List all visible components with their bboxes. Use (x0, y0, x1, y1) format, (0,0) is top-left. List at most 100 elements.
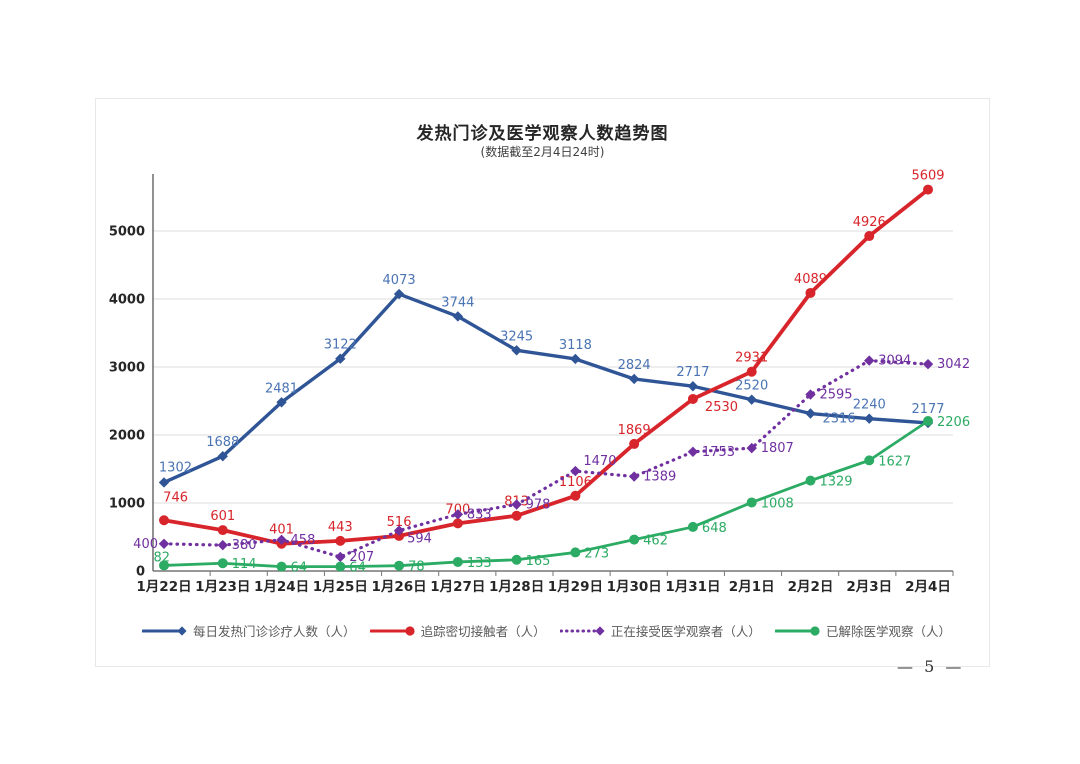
x-tick-label: 2月3日 (846, 579, 892, 595)
data-point-marker (217, 558, 228, 569)
data-point-marker (452, 556, 463, 567)
legend-label: 正在接受医学观察者（人） (610, 624, 761, 639)
trend-line-chart: 0 1000 2000 3000 4000 5000 1月22日 1月23日 1月24日 1月25… (109, 169, 970, 595)
data-point-label: 2931 (735, 351, 768, 366)
data-point-marker (335, 551, 346, 563)
series-daily-fever-clinic-visits: 1302 1688 2481 3122 4073 3744 3245 3118 2824 2717… (158, 273, 945, 488)
data-point-label: 833 (467, 507, 492, 522)
data-point-marker (570, 547, 581, 558)
data-point-label: 114 (232, 557, 257, 572)
data-point-marker (687, 393, 698, 404)
data-point-label: 746 (163, 490, 188, 505)
data-point-label: 133 (467, 556, 492, 571)
data-point-label: 1329 (819, 475, 852, 490)
data-point-label: 3042 (937, 357, 970, 372)
data-point-label: 380 (232, 538, 257, 553)
series-close-contacts-traced: 7466014014435167008131106186925302931408… (159, 169, 945, 549)
legend-marker (405, 625, 415, 636)
legend-item-close-contacts-traced: 追踪密切接触者（人） (369, 621, 546, 640)
y-tick-label: 0 (136, 565, 145, 580)
data-point-marker (276, 397, 287, 408)
data-point-marker (511, 510, 522, 521)
x-tick-label: 1月29日 (548, 579, 603, 595)
data-point-marker (159, 560, 169, 571)
data-point-marker (394, 530, 405, 541)
data-point-marker (805, 389, 816, 400)
data-point-label: 1106 (559, 475, 592, 490)
data-point-marker (922, 358, 934, 370)
data-point-marker (746, 442, 757, 454)
data-point-marker (217, 525, 228, 536)
data-point-label: 2530 (705, 400, 738, 415)
legend-marker (595, 625, 605, 636)
data-point-label: 2481 (265, 381, 298, 396)
data-point-label: 3094 (878, 354, 911, 369)
data-point-label: 1753 (702, 445, 735, 460)
data-point-marker (335, 561, 346, 572)
data-point-label: 443 (328, 520, 353, 535)
x-tick-label: 1月30日 (607, 579, 662, 595)
x-tick-label: 2月4日 (905, 579, 951, 595)
data-point-marker (687, 446, 699, 457)
data-point-label: 516 (387, 515, 412, 530)
y-tick-label: 4000 (109, 293, 145, 308)
data-point-label: 4926 (853, 215, 886, 230)
data-point-marker (805, 408, 816, 419)
legend-line-sample-close-contacts-traced (369, 625, 415, 636)
data-point-marker (335, 353, 346, 364)
x-tick-label: 1月24日 (254, 579, 309, 595)
data-point-label: 1389 (643, 470, 676, 485)
data-point-marker (864, 355, 875, 366)
data-point-marker (159, 515, 169, 526)
x-tick-label: 1月23日 (195, 579, 250, 595)
data-point-marker (746, 394, 757, 405)
data-point-marker (570, 490, 581, 501)
y-tick-label: 5000 (109, 225, 145, 240)
legend-line-sample-under-medical-observation (559, 625, 605, 636)
data-point-label: 458 (291, 533, 316, 548)
x-tick-label: 2月1日 (729, 579, 775, 595)
data-point-label: 207 (349, 550, 374, 565)
data-point-label: 2520 (735, 379, 768, 394)
data-point-label: 1470 (583, 454, 616, 469)
data-point-marker (923, 184, 934, 195)
data-point-marker (570, 465, 581, 477)
data-point-label: 2206 (937, 415, 970, 430)
data-point-label: 64 (291, 561, 308, 576)
chart-legend: 每日发热门诊诊疗人数（人） 追踪密切接触者（人） 正在接受医学观察者（人） 已解除医学… (142, 621, 951, 640)
data-point-label: 3118 (559, 338, 592, 353)
series-line-released-from-observation (162, 419, 930, 569)
data-point-marker (452, 509, 464, 520)
series-line-under-medical-observation (162, 359, 930, 559)
data-point-marker (511, 554, 522, 565)
legend-marker (810, 625, 820, 636)
data-point-label: 401 (269, 523, 294, 538)
data-point-label: 4089 (794, 272, 827, 287)
data-point-marker (805, 475, 816, 486)
data-point-marker (394, 560, 405, 571)
legend-label: 已解除医学观察（人） (825, 624, 951, 639)
data-point-marker (629, 438, 640, 449)
data-point-label: 273 (584, 546, 609, 561)
data-point-label: 2177 (911, 402, 944, 417)
report-page: 发热门诊及医学观察人数趋势图 (数据截至2月4日24时) 0 1000 2000 30… (95, 98, 990, 667)
data-point-marker (805, 287, 816, 298)
data-point-marker (452, 518, 463, 529)
data-point-label: 3122 (324, 338, 357, 353)
data-point-label: 3744 (441, 295, 474, 310)
legend-line-sample-released-from-observation (774, 625, 820, 636)
data-point-marker (452, 311, 464, 322)
data-point-label: 462 (643, 534, 668, 549)
y-tick-label: 1000 (109, 497, 145, 512)
series-line-daily-fever-clinic-visits (162, 292, 930, 485)
legend-label: 追踪密切接触者（人） (420, 624, 546, 639)
data-point-label: 78 (408, 560, 425, 575)
data-point-marker (628, 373, 640, 385)
data-point-marker (393, 525, 405, 536)
x-tick-label: 1月22日 (136, 579, 191, 595)
x-tick-label: 1月26日 (371, 579, 426, 595)
data-point-label: 82 (153, 550, 170, 565)
y-tick-label: 3000 (109, 361, 145, 376)
data-point-marker (629, 534, 640, 545)
series-released-from-observation: 82 114 64 64 78 133 165 273 462 648 1008 1329 1627 22… (153, 415, 970, 576)
